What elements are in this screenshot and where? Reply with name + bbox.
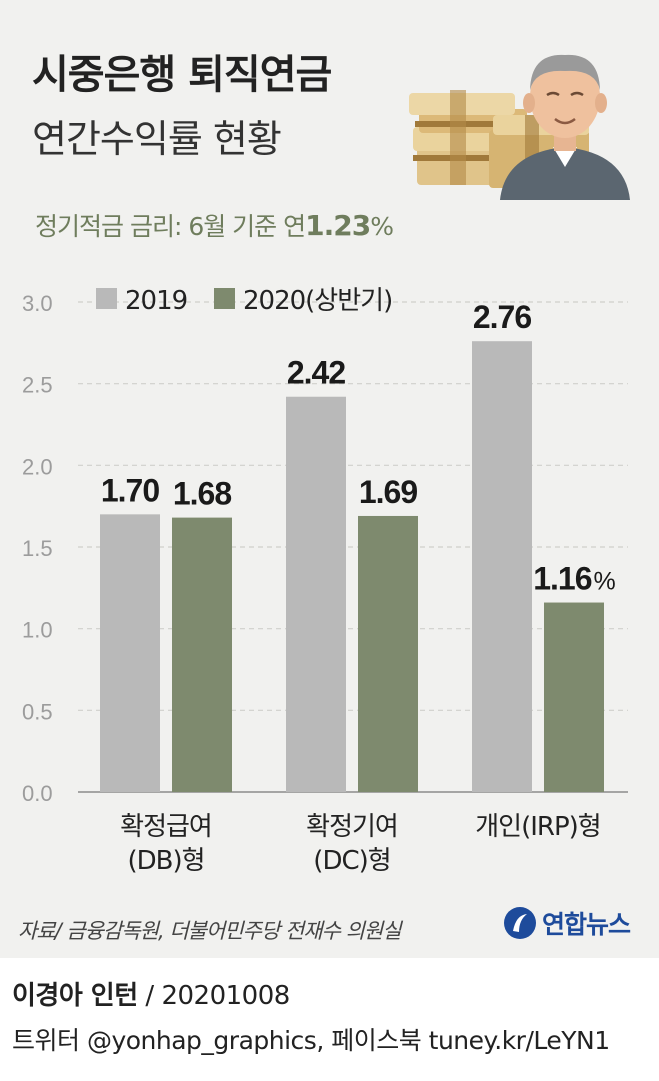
data-label: 1.16%	[533, 561, 615, 597]
bars-layer	[100, 341, 604, 792]
social-links: 트위터 @yonhap_graphics, 페이스북 tuney.kr/LeYN…	[12, 1026, 610, 1055]
category-label: 개인(IRP)형	[475, 812, 600, 842]
page-subtitle: 연간수익률 현황	[32, 117, 282, 161]
category-label: 확정기여	[306, 812, 398, 842]
y-tick-label: 1.0	[22, 618, 53, 643]
category-label: (DB)형	[127, 846, 204, 876]
yonhap-logo: 연합뉴스	[502, 905, 631, 941]
credit-line: 이경아 인턴 / 20201008	[12, 975, 290, 1012]
logo-text: 연합뉴스	[542, 910, 631, 939]
data-label: 2.42	[287, 355, 345, 391]
data-labels-layer: 1.70 1.68 2.42 1.69 2.76 1.16%	[101, 299, 617, 597]
publish-date: 20201008	[161, 981, 290, 1011]
y-tick-label: 3.0	[22, 291, 53, 316]
infographic-panel: 시중은행 퇴직연금 연간수익률 현황 정기적금 금리: 6월 기준 연1.23%	[0, 0, 659, 958]
bar-2020-2	[544, 602, 604, 792]
legend-label-2019: 2019	[125, 286, 187, 316]
y-tick-label: 0.5	[22, 699, 53, 724]
source-note: 자료/ 금융감독원, 더불어민주당 전재수 의원실	[18, 919, 402, 943]
deposit-rate-note: 정기적금 금리: 6월 기준 연1.23%	[35, 207, 394, 243]
bar-2019-0	[100, 514, 160, 792]
bar-2020-0	[172, 517, 232, 792]
y-tick-label: 1.5	[22, 536, 53, 561]
legend-label-2020: 2020(상반기)	[243, 286, 392, 316]
bar-2019-2	[472, 341, 532, 792]
grid-layer	[78, 301, 628, 711]
elderly-man-icon	[500, 54, 630, 200]
data-label: 1.68	[173, 476, 231, 512]
header-illustration	[409, 54, 630, 200]
y-tick-label: 0.0	[22, 781, 53, 806]
legend-swatch-2019	[96, 288, 117, 309]
bar-2020-1	[358, 515, 418, 792]
page-title: 시중은행 퇴직연금	[32, 52, 332, 98]
rate-value: 1.23	[305, 209, 371, 242]
data-label: 2.76	[473, 299, 531, 335]
y-tick-label: 2.0	[22, 454, 53, 479]
rate-unit: %	[370, 212, 394, 241]
unit-label: %	[594, 568, 616, 596]
data-label: 1.70	[101, 472, 159, 508]
data-label: 1.69	[359, 474, 417, 510]
rate-note-label: 정기적금 금리: 6월 기준 연	[35, 212, 306, 241]
category-label: (DC)형	[313, 846, 390, 876]
author: 이경아 인턴	[12, 981, 138, 1011]
legend-swatch-2020	[214, 288, 235, 309]
legend: 2019 2020(상반기)	[96, 286, 393, 316]
yonhap-logo-icon	[504, 907, 536, 939]
bar-2019-1	[286, 396, 346, 792]
axis-layer: 0.0 0.5 1.0 1.5 2.0 2.5 3.0 확정급여 (DB)형 확정기여 (DC)형 개…	[22, 291, 628, 876]
category-label: 확정급여	[120, 812, 212, 842]
bar-chart: 0.0 0.5 1.0 1.5 2.0 2.5 3.0 확정급여 (DB)형 확정기여 (DC)형 개…	[22, 286, 628, 876]
y-tick-label: 2.5	[22, 373, 53, 398]
credit-separator: /	[137, 981, 162, 1011]
